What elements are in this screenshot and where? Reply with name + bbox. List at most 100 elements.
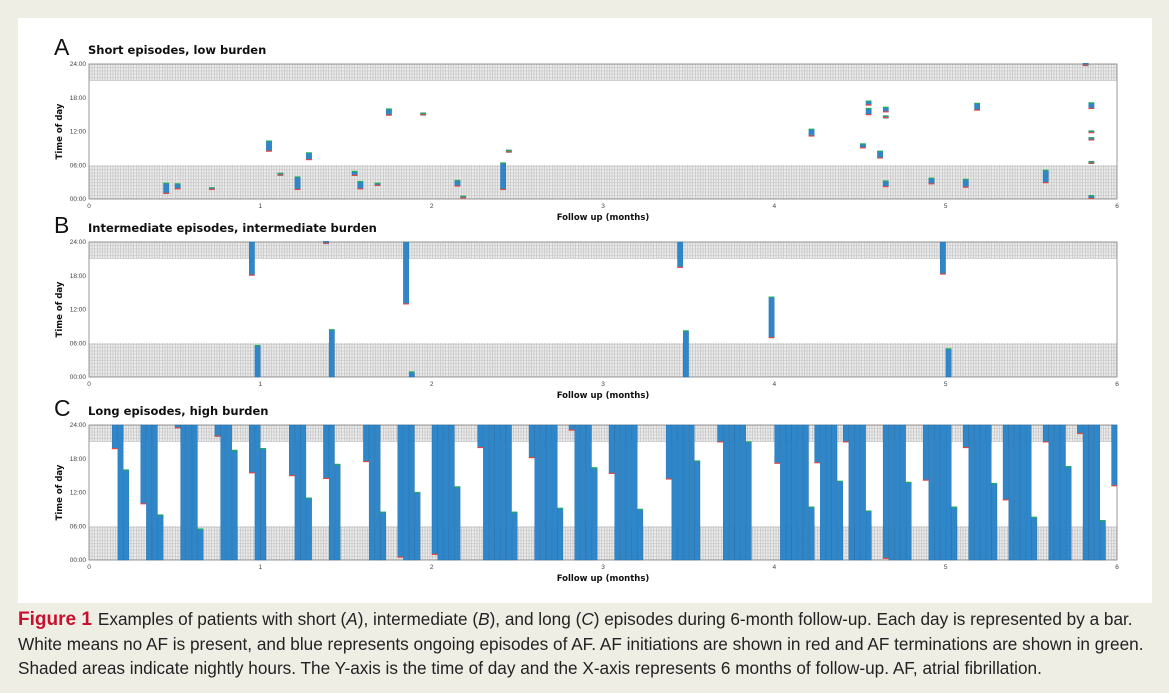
caption-text: ) episodes during 6-month follow-up. Eac… bbox=[593, 609, 1133, 629]
y-tick-label: 24:00 bbox=[70, 422, 87, 429]
x-tick-label: 4 bbox=[773, 564, 777, 571]
episode-day-bar bbox=[323, 424, 329, 479]
episode-day-bar bbox=[740, 424, 746, 561]
x-tick-label: 3 bbox=[601, 203, 605, 210]
episode-day-bar bbox=[791, 424, 798, 561]
panel-letter: A bbox=[54, 34, 70, 60]
episode-day-bar bbox=[231, 450, 238, 561]
af-termination-mark bbox=[408, 371, 415, 373]
y-tick-label: 06:00 bbox=[70, 523, 87, 530]
episode-day-bar bbox=[934, 424, 941, 561]
episode-day-bar bbox=[220, 424, 227, 561]
af-initiation-mark bbox=[814, 462, 821, 464]
af-initiation-mark bbox=[774, 462, 781, 464]
episode-day-bar bbox=[294, 424, 301, 561]
episode-day-bar bbox=[477, 424, 484, 448]
af-initiation-mark bbox=[1042, 182, 1049, 184]
x-tick-label: 4 bbox=[773, 203, 777, 210]
y-tick-label: 24:00 bbox=[70, 61, 87, 68]
episode-day-bar bbox=[328, 424, 335, 561]
night-shade-band bbox=[89, 242, 1117, 259]
af-initiation-mark bbox=[460, 197, 466, 199]
af-initiation-mark bbox=[294, 188, 301, 191]
episode-day-bar bbox=[300, 424, 307, 561]
af-termination-mark bbox=[357, 180, 364, 183]
episode-day-bar bbox=[837, 481, 843, 561]
episode-day-bar bbox=[197, 528, 204, 561]
episode-day-bar bbox=[1048, 424, 1055, 561]
af-termination-mark bbox=[865, 510, 872, 512]
episode-day-bar bbox=[506, 424, 512, 561]
episode-day-bar bbox=[186, 424, 192, 561]
episode-day-bar bbox=[454, 180, 461, 187]
episode-day-bar bbox=[1082, 424, 1089, 561]
episode-day-bar bbox=[397, 424, 404, 558]
episode-day-bar bbox=[1099, 520, 1106, 561]
episode-day-bar bbox=[408, 424, 415, 561]
episode-day-bar bbox=[1042, 170, 1049, 183]
night-shade-band bbox=[89, 64, 1117, 81]
episode-day-bar bbox=[888, 424, 895, 561]
af-initiation-mark bbox=[717, 441, 723, 443]
af-initiation-mark bbox=[500, 188, 506, 191]
x-tick-label: 2 bbox=[430, 203, 434, 210]
episode-day-bar bbox=[254, 345, 261, 378]
episode-day-bar bbox=[768, 296, 775, 338]
episode-day-bar bbox=[386, 108, 392, 116]
af-termination-mark bbox=[380, 511, 386, 513]
y-tick-label: 18:00 bbox=[70, 95, 87, 102]
episode-day-bar bbox=[774, 424, 781, 464]
episode-day-bar bbox=[785, 424, 792, 561]
af-initiation-mark bbox=[323, 477, 329, 480]
x-tick-label: 0 bbox=[87, 564, 91, 571]
episode-day-bar bbox=[408, 371, 415, 378]
y-axis-label: Time of day bbox=[55, 281, 65, 337]
episode-day-bar bbox=[431, 424, 438, 555]
af-initiation-mark bbox=[306, 159, 312, 161]
af-termination-mark bbox=[208, 187, 215, 189]
x-tick-label: 0 bbox=[87, 381, 91, 388]
x-axis-label: Follow up (months) bbox=[557, 574, 650, 584]
episode-day-bar bbox=[1020, 424, 1026, 561]
episode-day-bar bbox=[1094, 424, 1100, 561]
x-axis-label: Follow up (months) bbox=[557, 391, 650, 401]
y-tick-label: 12:00 bbox=[70, 490, 87, 497]
y-tick-label: 18:00 bbox=[70, 273, 87, 280]
episode-day-bar bbox=[374, 424, 381, 561]
af-termination-mark bbox=[254, 344, 261, 347]
episode-day-bar bbox=[802, 424, 809, 561]
episode-day-bar bbox=[877, 150, 883, 159]
episode-day-bar bbox=[266, 140, 272, 152]
y-tick-label: 06:00 bbox=[70, 162, 87, 169]
episode-day-bar bbox=[860, 424, 866, 561]
x-tick-label: 5 bbox=[944, 381, 948, 388]
episode-day-bar bbox=[865, 510, 872, 561]
x-tick-label: 1 bbox=[259, 203, 263, 210]
episode-day-bar bbox=[848, 424, 855, 561]
episode-day-bar bbox=[677, 241, 684, 268]
episode-day-bar bbox=[249, 241, 255, 276]
episode-day-bar bbox=[671, 424, 678, 561]
x-tick-label: 1 bbox=[259, 564, 263, 571]
episode-day-bar bbox=[928, 177, 935, 185]
af-termination-mark bbox=[768, 296, 775, 298]
episode-day-bar bbox=[500, 424, 507, 561]
af-initiation-mark bbox=[882, 186, 889, 188]
episode-day-bar bbox=[357, 181, 364, 190]
episode-day-bar bbox=[797, 424, 803, 561]
figure-label: Figure 1 bbox=[18, 609, 92, 630]
af-initiation-mark bbox=[608, 472, 615, 474]
episode-day-bar bbox=[306, 497, 312, 561]
episode-day-bar bbox=[842, 424, 849, 443]
af-termination-mark bbox=[557, 507, 564, 509]
af-termination-mark bbox=[1042, 169, 1049, 171]
y-tick-label: 06:00 bbox=[70, 340, 87, 347]
af-termination-mark bbox=[163, 182, 169, 184]
episode-day-bar bbox=[974, 103, 981, 111]
episode-day-bar bbox=[688, 424, 695, 561]
af-initiation-mark bbox=[939, 273, 946, 275]
af-initiation-mark bbox=[1088, 162, 1095, 164]
episode-day-bar bbox=[962, 179, 969, 188]
episode-day-bar bbox=[214, 424, 221, 437]
af-termination-mark bbox=[420, 112, 426, 115]
